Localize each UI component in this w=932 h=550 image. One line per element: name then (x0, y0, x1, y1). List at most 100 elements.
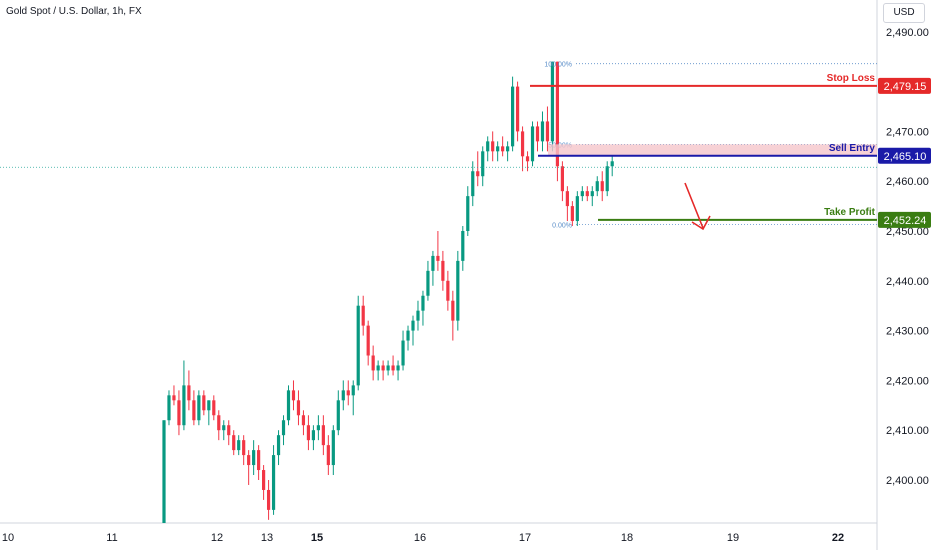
x-tick-label: 22 (832, 532, 844, 544)
candle-body (555, 61, 560, 167)
candle-body (276, 435, 281, 456)
candle-body (296, 400, 301, 416)
candle-body (520, 131, 525, 157)
candle-body (207, 400, 211, 411)
candle-body (441, 260, 445, 281)
candle-body (580, 191, 584, 197)
candle-body (386, 365, 390, 371)
candle-body (351, 385, 355, 396)
candle-body (192, 400, 196, 421)
candle-body (341, 390, 345, 401)
candle-body (212, 400, 216, 416)
y-tick-label: 2,400.00 (886, 475, 929, 487)
candle-body (501, 146, 505, 152)
candle-body (496, 146, 500, 152)
candle-body (456, 260, 460, 321)
candle-body (590, 191, 594, 197)
candle-body (595, 181, 599, 192)
candle-body (446, 280, 450, 301)
candle-body (491, 141, 495, 152)
candle-body (426, 270, 430, 296)
y-tick-label: 2,430.00 (886, 326, 929, 338)
candle-body (600, 181, 604, 192)
level-price-tag (878, 147, 931, 164)
x-tick-label: 17 (519, 532, 531, 544)
candle-body (605, 166, 609, 192)
candle-body (311, 430, 315, 441)
candle-body (177, 400, 181, 426)
candle-body (187, 385, 191, 401)
candle-body (436, 255, 440, 261)
chart-title: Gold Spot / U.S. Dollar, 1h, FX (6, 6, 142, 17)
candle-body (451, 300, 455, 321)
candle-body (381, 365, 385, 371)
fib-level-label: 0.00% (552, 223, 572, 230)
candle-body (237, 440, 241, 451)
candle-body (326, 445, 330, 466)
candle-body (336, 400, 340, 431)
y-tick-label: 2,490.00 (886, 27, 929, 39)
candle-body (575, 196, 579, 222)
candle-body (316, 425, 320, 431)
candle-body (416, 310, 420, 321)
candle-body (431, 255, 435, 271)
candle-body (421, 295, 425, 311)
candle-body (331, 430, 335, 466)
candle-body (376, 365, 380, 371)
candle-body (301, 415, 306, 426)
candle-body (476, 171, 480, 177)
candle-body (266, 489, 271, 510)
candle-body (511, 86, 515, 147)
x-tick-label: 15 (311, 532, 323, 544)
y-tick-label: 2,420.00 (886, 375, 929, 387)
candle-body (281, 420, 286, 436)
down-arrow-shaft (684, 182, 704, 229)
candle-body (172, 395, 176, 401)
x-tick-label: 13 (261, 532, 273, 544)
level-name: Sell Entry (829, 143, 876, 154)
level-name: Stop Loss (827, 73, 876, 84)
y-tick-label: 2,410.00 (886, 425, 929, 437)
candle-body (486, 141, 490, 152)
candle-body (257, 450, 261, 471)
candle-body (202, 395, 206, 411)
candle-body (247, 455, 251, 466)
candle-body (481, 151, 485, 177)
candle-body (396, 365, 400, 371)
candle-body (227, 425, 231, 436)
x-tick-label: 11 (106, 532, 117, 544)
candle-body (366, 325, 370, 356)
candle-body (525, 156, 530, 162)
level-price-label: 2,452.24 (884, 215, 927, 227)
candle-body (610, 161, 614, 167)
fib-level-label: 100.00% (544, 62, 572, 69)
candle-body (535, 126, 540, 142)
x-tick-label: 18 (621, 532, 633, 544)
sell-zone (548, 144, 877, 156)
candle-body (411, 320, 415, 331)
candle-body (560, 166, 564, 192)
y-tick-label: 2,470.00 (886, 126, 929, 138)
y-tick-label: 2,460.00 (886, 176, 929, 188)
candle-body (506, 146, 510, 152)
candle-body (217, 415, 221, 431)
candle-body (565, 191, 569, 207)
candle-body (406, 330, 410, 341)
candle-body (545, 121, 550, 142)
candle-body (585, 191, 589, 197)
candle-body (371, 355, 375, 371)
candle-body (346, 390, 350, 396)
candle-body (540, 121, 545, 142)
x-tick-label: 10 (2, 532, 14, 544)
candle-body (461, 231, 465, 261)
x-tick-label: 19 (727, 532, 739, 544)
down-arrow-head (691, 215, 711, 231)
candle-body (471, 171, 475, 197)
candle-body (515, 86, 520, 132)
candle-body (182, 385, 186, 426)
candle-body (466, 196, 470, 231)
candle-body (242, 440, 246, 456)
x-tick-label: 16 (414, 532, 426, 544)
currency-button[interactable]: USD (883, 3, 925, 23)
